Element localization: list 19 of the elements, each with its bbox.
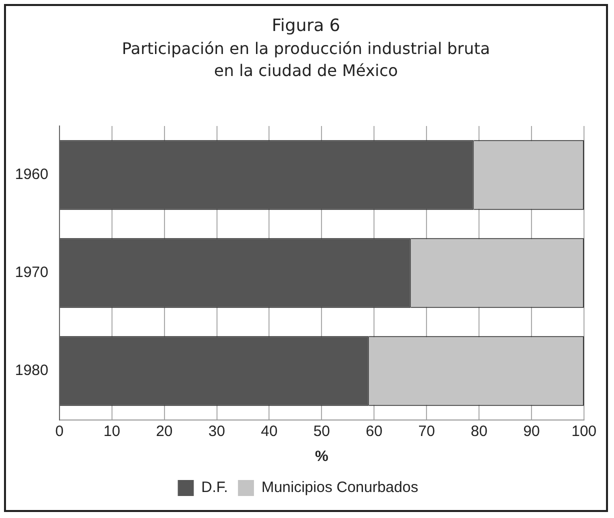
x-tick-label: 50 — [313, 423, 330, 440]
x-tick-label: 90 — [523, 423, 540, 440]
x-tick-label: 70 — [418, 423, 435, 440]
y-tick-label: 1960 — [14, 166, 48, 184]
x-tick-label: 40 — [260, 423, 278, 440]
legend-label: Municipios Conurbados — [261, 479, 418, 496]
x-axis-title: % — [315, 448, 328, 466]
chart-title: Figura 6 — [270, 16, 342, 36]
y-tick-label: 1980 — [14, 362, 48, 380]
x-tick-label: 0 — [55, 423, 64, 440]
x-tick-label: 30 — [208, 423, 226, 440]
chart-subtitle: Participación en la producción industrial bruta en la ciudad de México — [120, 38, 492, 82]
x-tick-label: 10 — [103, 423, 120, 440]
x-tick-label: 80 — [470, 423, 488, 440]
x-tick-label: 60 — [366, 423, 382, 440]
x-tick-label: 100 — [571, 423, 597, 440]
x-tick-label: 20 — [156, 423, 173, 440]
legend-label: D.F. — [201, 479, 228, 496]
y-tick-label: 1970 — [14, 264, 48, 282]
